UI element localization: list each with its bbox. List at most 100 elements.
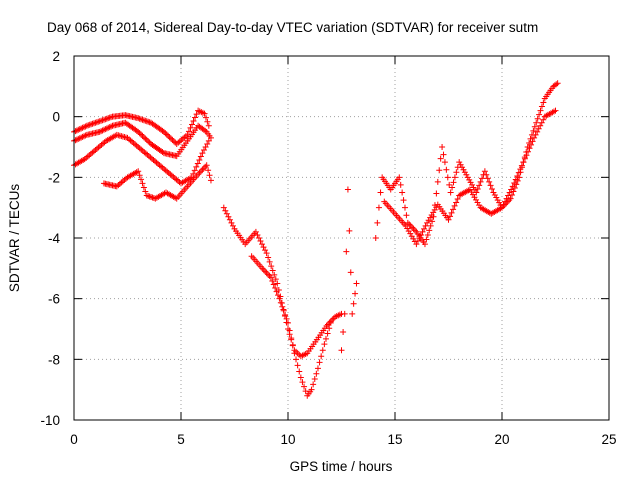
- data-point: [138, 116, 145, 123]
- data-point: [463, 171, 470, 178]
- data-point: [460, 166, 467, 173]
- data-point: [135, 168, 142, 175]
- data-point: [140, 184, 147, 191]
- data-point: [201, 110, 208, 117]
- data-point: [207, 134, 214, 141]
- data-point: [100, 116, 107, 123]
- data-point: [260, 266, 267, 273]
- data-point: [103, 125, 110, 132]
- data-point: [346, 227, 353, 234]
- data-point: [439, 144, 446, 150]
- data-point: [192, 114, 199, 121]
- data-point: [552, 107, 559, 114]
- data-point: [95, 118, 102, 125]
- data-point: [396, 174, 403, 181]
- data-point: [314, 365, 321, 372]
- data-point: [106, 114, 113, 121]
- data-point: [537, 107, 544, 114]
- data-point: [89, 120, 96, 127]
- data-point: [220, 204, 227, 211]
- data-point: [202, 144, 209, 150]
- data-point: [269, 267, 276, 274]
- data-point: [447, 189, 454, 196]
- data-point: [88, 121, 95, 128]
- data-point: [532, 131, 539, 138]
- data-point: [553, 81, 560, 88]
- data-point: [203, 162, 210, 169]
- data-point: [189, 121, 196, 128]
- data-point: [493, 194, 500, 201]
- data-point: [193, 163, 200, 170]
- y-tick-label: 2: [52, 49, 60, 64]
- data-point: [453, 169, 460, 176]
- data-point: [99, 117, 106, 124]
- data-point: [289, 342, 296, 349]
- data-point: [523, 152, 530, 159]
- data-point: [72, 128, 79, 135]
- data-point: [204, 140, 211, 147]
- data-point: [299, 379, 306, 386]
- data-point: [201, 147, 208, 154]
- data-point: [534, 115, 541, 122]
- data-point: [474, 185, 481, 192]
- data-point: [98, 128, 105, 135]
- grid-lines: [74, 56, 609, 420]
- data-point: [347, 269, 354, 276]
- data-point: [108, 114, 115, 121]
- data-point: [271, 271, 278, 278]
- x-tick-label: 25: [601, 432, 616, 447]
- data-point: [451, 202, 458, 209]
- data-point: [136, 115, 143, 122]
- data-point: [538, 119, 545, 126]
- data-point: [80, 124, 87, 131]
- data-point: [426, 227, 433, 234]
- data-point: [524, 148, 531, 155]
- data-point: [461, 169, 468, 176]
- data-point: [433, 190, 440, 197]
- data-point: [80, 133, 87, 140]
- data-point: [136, 130, 143, 137]
- data-point: [469, 181, 476, 188]
- data-point: [288, 335, 295, 342]
- data-point: [135, 115, 142, 122]
- data-point: [139, 132, 146, 139]
- data-point: [190, 118, 197, 124]
- data-point: [414, 238, 421, 245]
- data-point: [445, 216, 452, 223]
- data-point: [105, 124, 112, 131]
- data-point: [191, 167, 198, 174]
- data-point: [266, 258, 273, 265]
- data-point: [457, 161, 464, 168]
- data-point: [429, 218, 436, 225]
- data-point: [140, 117, 147, 124]
- data-point: [397, 181, 404, 188]
- data-point: [260, 244, 267, 251]
- data-point: [528, 141, 535, 148]
- data-point: [204, 118, 211, 125]
- data-point: [75, 135, 82, 142]
- data-point: [197, 153, 204, 160]
- data-point: [400, 197, 407, 204]
- data-point: [518, 162, 525, 169]
- data-point: [265, 254, 272, 261]
- data-point: [92, 119, 99, 126]
- data-point: [506, 189, 513, 196]
- data-point: [139, 116, 146, 123]
- data-point: [327, 319, 334, 326]
- data-point: [187, 124, 194, 131]
- data-point: [324, 321, 331, 328]
- data-point: [85, 122, 92, 129]
- data-point: [165, 132, 172, 139]
- data-point: [521, 155, 528, 162]
- data-point: [202, 163, 209, 170]
- x-axis-label: GPS time / hours: [290, 459, 393, 474]
- data-point: [316, 359, 323, 366]
- data-point: [142, 117, 149, 124]
- y-tick-label: -8: [48, 352, 60, 367]
- data-point: [511, 179, 518, 186]
- data-point: [409, 224, 416, 231]
- data-point: [434, 178, 441, 185]
- data-point: [509, 183, 516, 190]
- data-point: [199, 150, 206, 157]
